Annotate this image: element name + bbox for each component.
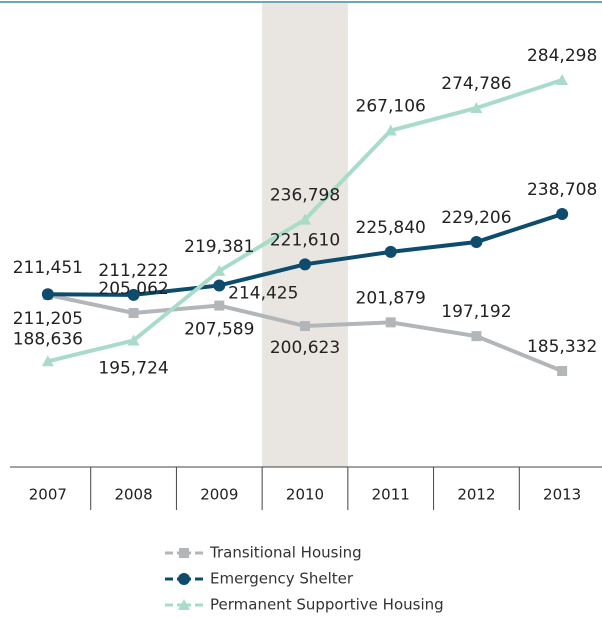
- data-label: 229,206: [441, 208, 511, 228]
- data-label: 211,451: [13, 258, 83, 278]
- legend-label: Transitional Housing: [209, 544, 362, 562]
- data-label: 284,298: [527, 46, 597, 66]
- data-label: 211,205: [13, 309, 83, 329]
- marker: [214, 300, 225, 311]
- marker: [178, 599, 190, 610]
- x-tick-label: 2011: [372, 486, 410, 504]
- marker: [213, 264, 226, 276]
- data-label: 214,425: [228, 283, 298, 303]
- plot: 211,205205,062207,589200,623201,879197,1…: [13, 46, 598, 378]
- data-label: 201,879: [356, 288, 426, 308]
- data-label: 225,840: [356, 218, 426, 238]
- marker: [213, 279, 226, 292]
- marker: [299, 213, 311, 225]
- marker: [557, 366, 568, 376]
- marker: [470, 101, 483, 113]
- legend-label: Permanent Supportive Housing: [210, 596, 444, 614]
- x-tick-label: 2009: [200, 486, 238, 504]
- data-label: 197,192: [441, 302, 511, 322]
- marker: [471, 331, 482, 342]
- marker: [470, 235, 483, 248]
- data-label: 238,708: [527, 180, 597, 200]
- data-label: 221,610: [270, 230, 340, 250]
- marker: [41, 355, 54, 367]
- data-label: 236,798: [270, 186, 340, 206]
- data-label: 207,589: [184, 320, 254, 340]
- marker: [385, 317, 396, 328]
- marker: [128, 307, 139, 318]
- data-label: 211,222: [98, 261, 168, 281]
- data-label: 195,724: [98, 358, 168, 378]
- legend-label: Emergency Shelter: [210, 570, 354, 588]
- marker: [179, 548, 189, 558]
- marker: [384, 124, 397, 136]
- marker: [178, 573, 190, 585]
- marker: [127, 334, 140, 346]
- x-tick-label: 2012: [457, 486, 495, 504]
- data-label: 200,623: [270, 338, 340, 358]
- marker: [556, 74, 569, 85]
- x-tick-label: 2010: [286, 486, 324, 504]
- data-label: 188,636: [13, 329, 83, 349]
- marker: [299, 258, 311, 271]
- data-label: 274,786: [441, 74, 511, 94]
- data-label: 267,106: [356, 97, 426, 117]
- x-tick-label: 2013: [543, 486, 581, 504]
- data-label: 185,332: [527, 337, 597, 357]
- marker: [41, 288, 54, 301]
- x-tick-label: 2007: [29, 486, 67, 504]
- marker: [127, 288, 140, 301]
- marker: [556, 208, 569, 221]
- marker: [384, 245, 397, 258]
- data-label: 219,381: [184, 237, 254, 257]
- legend: Transitional Housing Emergency Shelter Per…: [165, 544, 444, 614]
- x-tick-label: 2008: [114, 486, 152, 504]
- category-table: 2007 2008 2009 2010 2011 2012 2013: [10, 466, 602, 510]
- marker: [300, 321, 310, 332]
